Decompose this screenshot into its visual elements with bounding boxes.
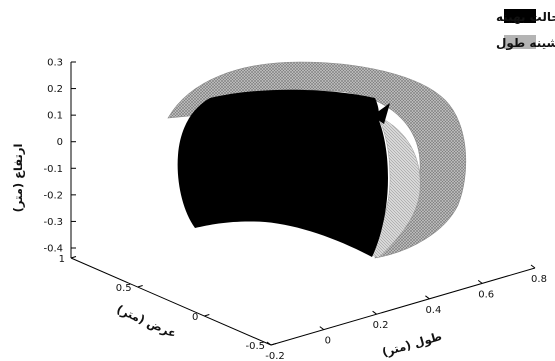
z-axis-ticks: 0.3 0.2 0.1 0 -0.1 -0.2 -0.3 -0.4 — [43, 58, 76, 255]
x-tick-label: 0.6 — [478, 289, 494, 300]
z-tick-label: -0.2 — [43, 190, 63, 201]
legend: حالت بهینه حالت بیشینه طول — [496, 9, 555, 51]
series-optimal-surface — [177, 89, 390, 257]
x-tick-label: 0 — [325, 336, 331, 347]
y-tick-mark — [137, 285, 143, 288]
y-tick-label: -0.5 — [245, 341, 265, 352]
y-axis-ticks: -0.5 0 0.5 1 — [59, 254, 277, 352]
x-axis-ticks: -0.2 0 0.2 0.4 0.6 0.8 — [265, 264, 547, 361]
x-tick-label: 0.8 — [531, 274, 547, 285]
z-tick-label: 0.1 — [47, 111, 63, 122]
legend-label-max-length: حالت بیشینه طول — [496, 36, 555, 51]
z-tick-label: -0.3 — [43, 217, 63, 228]
z-tick-label: 0.2 — [47, 84, 63, 95]
x-tick-label: 0.2 — [373, 320, 389, 331]
x-tick-mark — [266, 341, 272, 346]
black-notch — [372, 103, 390, 124]
black-surface — [177, 89, 388, 257]
y-tick-mark — [270, 343, 277, 346]
axes — [70, 62, 536, 346]
x-axis-line — [270, 267, 536, 346]
y-tick-label: 1 — [59, 254, 65, 265]
x-axis-label: طول (متر) — [380, 329, 443, 360]
z-tick-label: 0.3 — [47, 58, 63, 69]
z-tick-label: 0 — [57, 137, 63, 148]
legend-swatch-max-length — [504, 35, 536, 49]
y-tick-mark — [204, 314, 210, 317]
y-tick-mark — [70, 256, 77, 259]
x-tick-mark — [425, 295, 430, 300]
legend-swatch-optimal — [504, 9, 536, 23]
z-axis-label: ارتفاع (متر) — [11, 144, 25, 213]
x-tick-mark — [530, 264, 536, 269]
x-tick-mark — [372, 310, 377, 315]
series-max-length-surface — [167, 61, 467, 259]
x-tick-mark — [477, 279, 483, 284]
gray-ring-front — [371, 117, 421, 259]
z-tick-label: -0.4 — [43, 244, 63, 255]
legend-label-optimal: حالت بهینه — [496, 10, 555, 24]
x-tick-mark — [319, 326, 325, 331]
x-tick-label: 0.4 — [425, 305, 441, 316]
x-tick-label: -0.2 — [265, 351, 285, 361]
gray-ring-top — [167, 61, 467, 259]
y-axis-line — [70, 257, 272, 346]
y-axis-label: عرض (متر) — [115, 302, 179, 341]
y-tick-label: 0 — [192, 312, 198, 323]
z-tick-label: -0.1 — [43, 164, 63, 175]
y-tick-label: 0.5 — [116, 283, 132, 294]
